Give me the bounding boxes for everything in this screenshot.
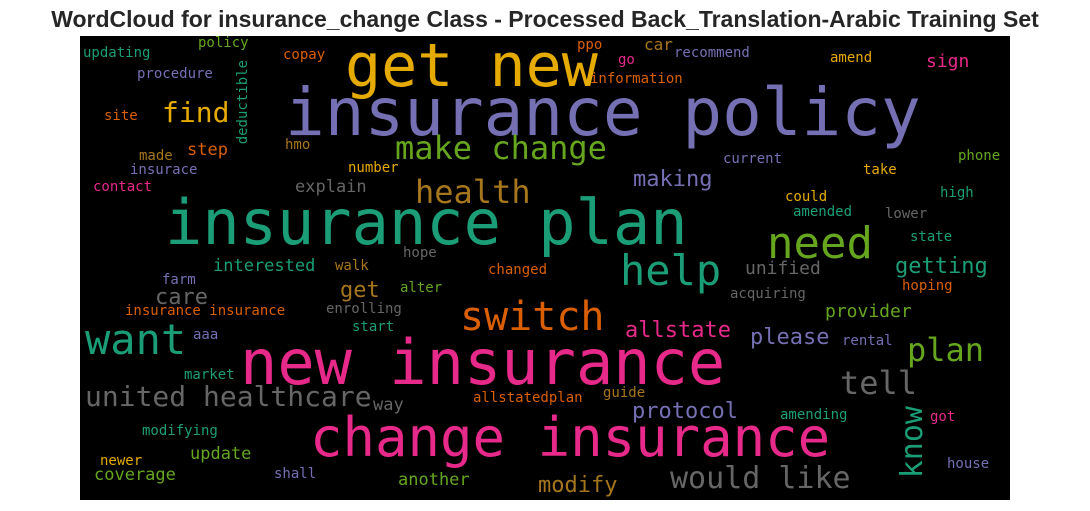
word-alter: alter xyxy=(400,280,443,296)
word-start: start xyxy=(352,319,395,335)
word-hmo: hmo xyxy=(285,137,311,153)
word-know: know xyxy=(895,406,930,479)
word-insurance-insurance: insurance insurance xyxy=(125,303,286,319)
word-modify: modify xyxy=(538,473,618,498)
word-insurance-plan: insurance plan xyxy=(165,186,688,259)
chart-title: WordCloud for insurance_change Class - P… xyxy=(51,6,1039,32)
word-explain: explain xyxy=(295,177,367,197)
word-market: market xyxy=(184,367,235,383)
word-getting: getting xyxy=(895,254,988,279)
wordcloud-canvas: insurance policy get new insurance plan new… xyxy=(80,36,1010,500)
word-step: step xyxy=(187,140,228,160)
word-need: need xyxy=(767,218,873,269)
word-care: care xyxy=(155,285,208,310)
word-acquiring: acquiring xyxy=(730,286,806,302)
word-insurace: insurace xyxy=(130,162,198,178)
word-contact: contact xyxy=(93,179,153,195)
word-modifying: modifying xyxy=(142,423,218,439)
word-information: information xyxy=(590,71,683,87)
word-site: site xyxy=(104,108,138,124)
word-health: health xyxy=(415,173,531,211)
word-got: got xyxy=(930,409,956,425)
word-allstate: allstate xyxy=(625,318,731,343)
word-aaa: aaa xyxy=(193,327,219,343)
word-policy: policy xyxy=(198,36,249,51)
word-get: get xyxy=(340,278,380,303)
word-phone: phone xyxy=(958,148,1001,164)
word-insurance-policy: insurance policy xyxy=(285,74,921,151)
word-please: please xyxy=(750,325,830,350)
word-sign: sign xyxy=(926,51,970,72)
word-provider: provider xyxy=(825,301,912,322)
word-amend: amend xyxy=(830,50,873,66)
word-amending: amending xyxy=(780,407,848,423)
word-rental: rental xyxy=(842,333,893,349)
word-coverage: coverage xyxy=(94,465,176,485)
word-procedure: procedure xyxy=(137,66,213,82)
word-changed: changed xyxy=(488,262,548,278)
word-copay: copay xyxy=(283,47,326,63)
word-would-like: would like xyxy=(670,461,851,496)
word-car: car xyxy=(644,36,673,54)
word-state: state xyxy=(910,229,953,245)
word-hoping: hoping xyxy=(902,278,953,294)
word-interested: interested xyxy=(213,256,316,276)
word-protocol: protocol xyxy=(632,399,738,424)
word-current: current xyxy=(723,151,783,167)
word-unified: unified xyxy=(745,258,821,279)
word-house: house xyxy=(947,456,990,472)
word-allstatedplan: allstatedplan xyxy=(473,390,583,406)
word-new-insurance: new insurance xyxy=(240,326,726,399)
word-another: another xyxy=(398,470,470,490)
word-high: high xyxy=(940,185,974,201)
word-take: take xyxy=(863,162,897,178)
word-shall: shall xyxy=(274,466,317,482)
word-way: way xyxy=(373,395,404,415)
word-newer: newer xyxy=(100,453,143,469)
word-recommend: recommend xyxy=(674,45,750,61)
word-making: making xyxy=(633,167,713,192)
word-want: want xyxy=(85,315,187,364)
word-make-change: make change xyxy=(395,129,607,167)
word-hope: hope xyxy=(403,245,437,261)
word-lower: lower xyxy=(885,206,928,222)
word-united-healthcare: united healthcare xyxy=(85,380,372,413)
word-deductible: deductible xyxy=(235,60,251,145)
word-find: find xyxy=(162,96,230,129)
word-tell: tell xyxy=(840,364,918,402)
word-plan: plan xyxy=(907,331,985,369)
word-walk: walk xyxy=(335,258,369,274)
word-update: update xyxy=(190,444,252,464)
word-enrolling: enrolling xyxy=(326,301,402,317)
word-farm: farm xyxy=(162,272,196,288)
word-ppo: ppo xyxy=(577,37,603,53)
word-help: help xyxy=(620,246,722,295)
word-guide: guide xyxy=(603,385,646,401)
word-get-new: get new xyxy=(345,36,598,101)
word-made: made xyxy=(139,148,173,164)
word-updating: updating xyxy=(83,45,151,61)
word-amended: amended xyxy=(793,204,853,220)
word-go: go xyxy=(618,52,635,68)
word-number: number xyxy=(348,160,399,176)
word-switch: switch xyxy=(460,294,605,340)
word-could: could xyxy=(785,189,828,205)
word-change-insurance: change insurance xyxy=(310,406,831,469)
